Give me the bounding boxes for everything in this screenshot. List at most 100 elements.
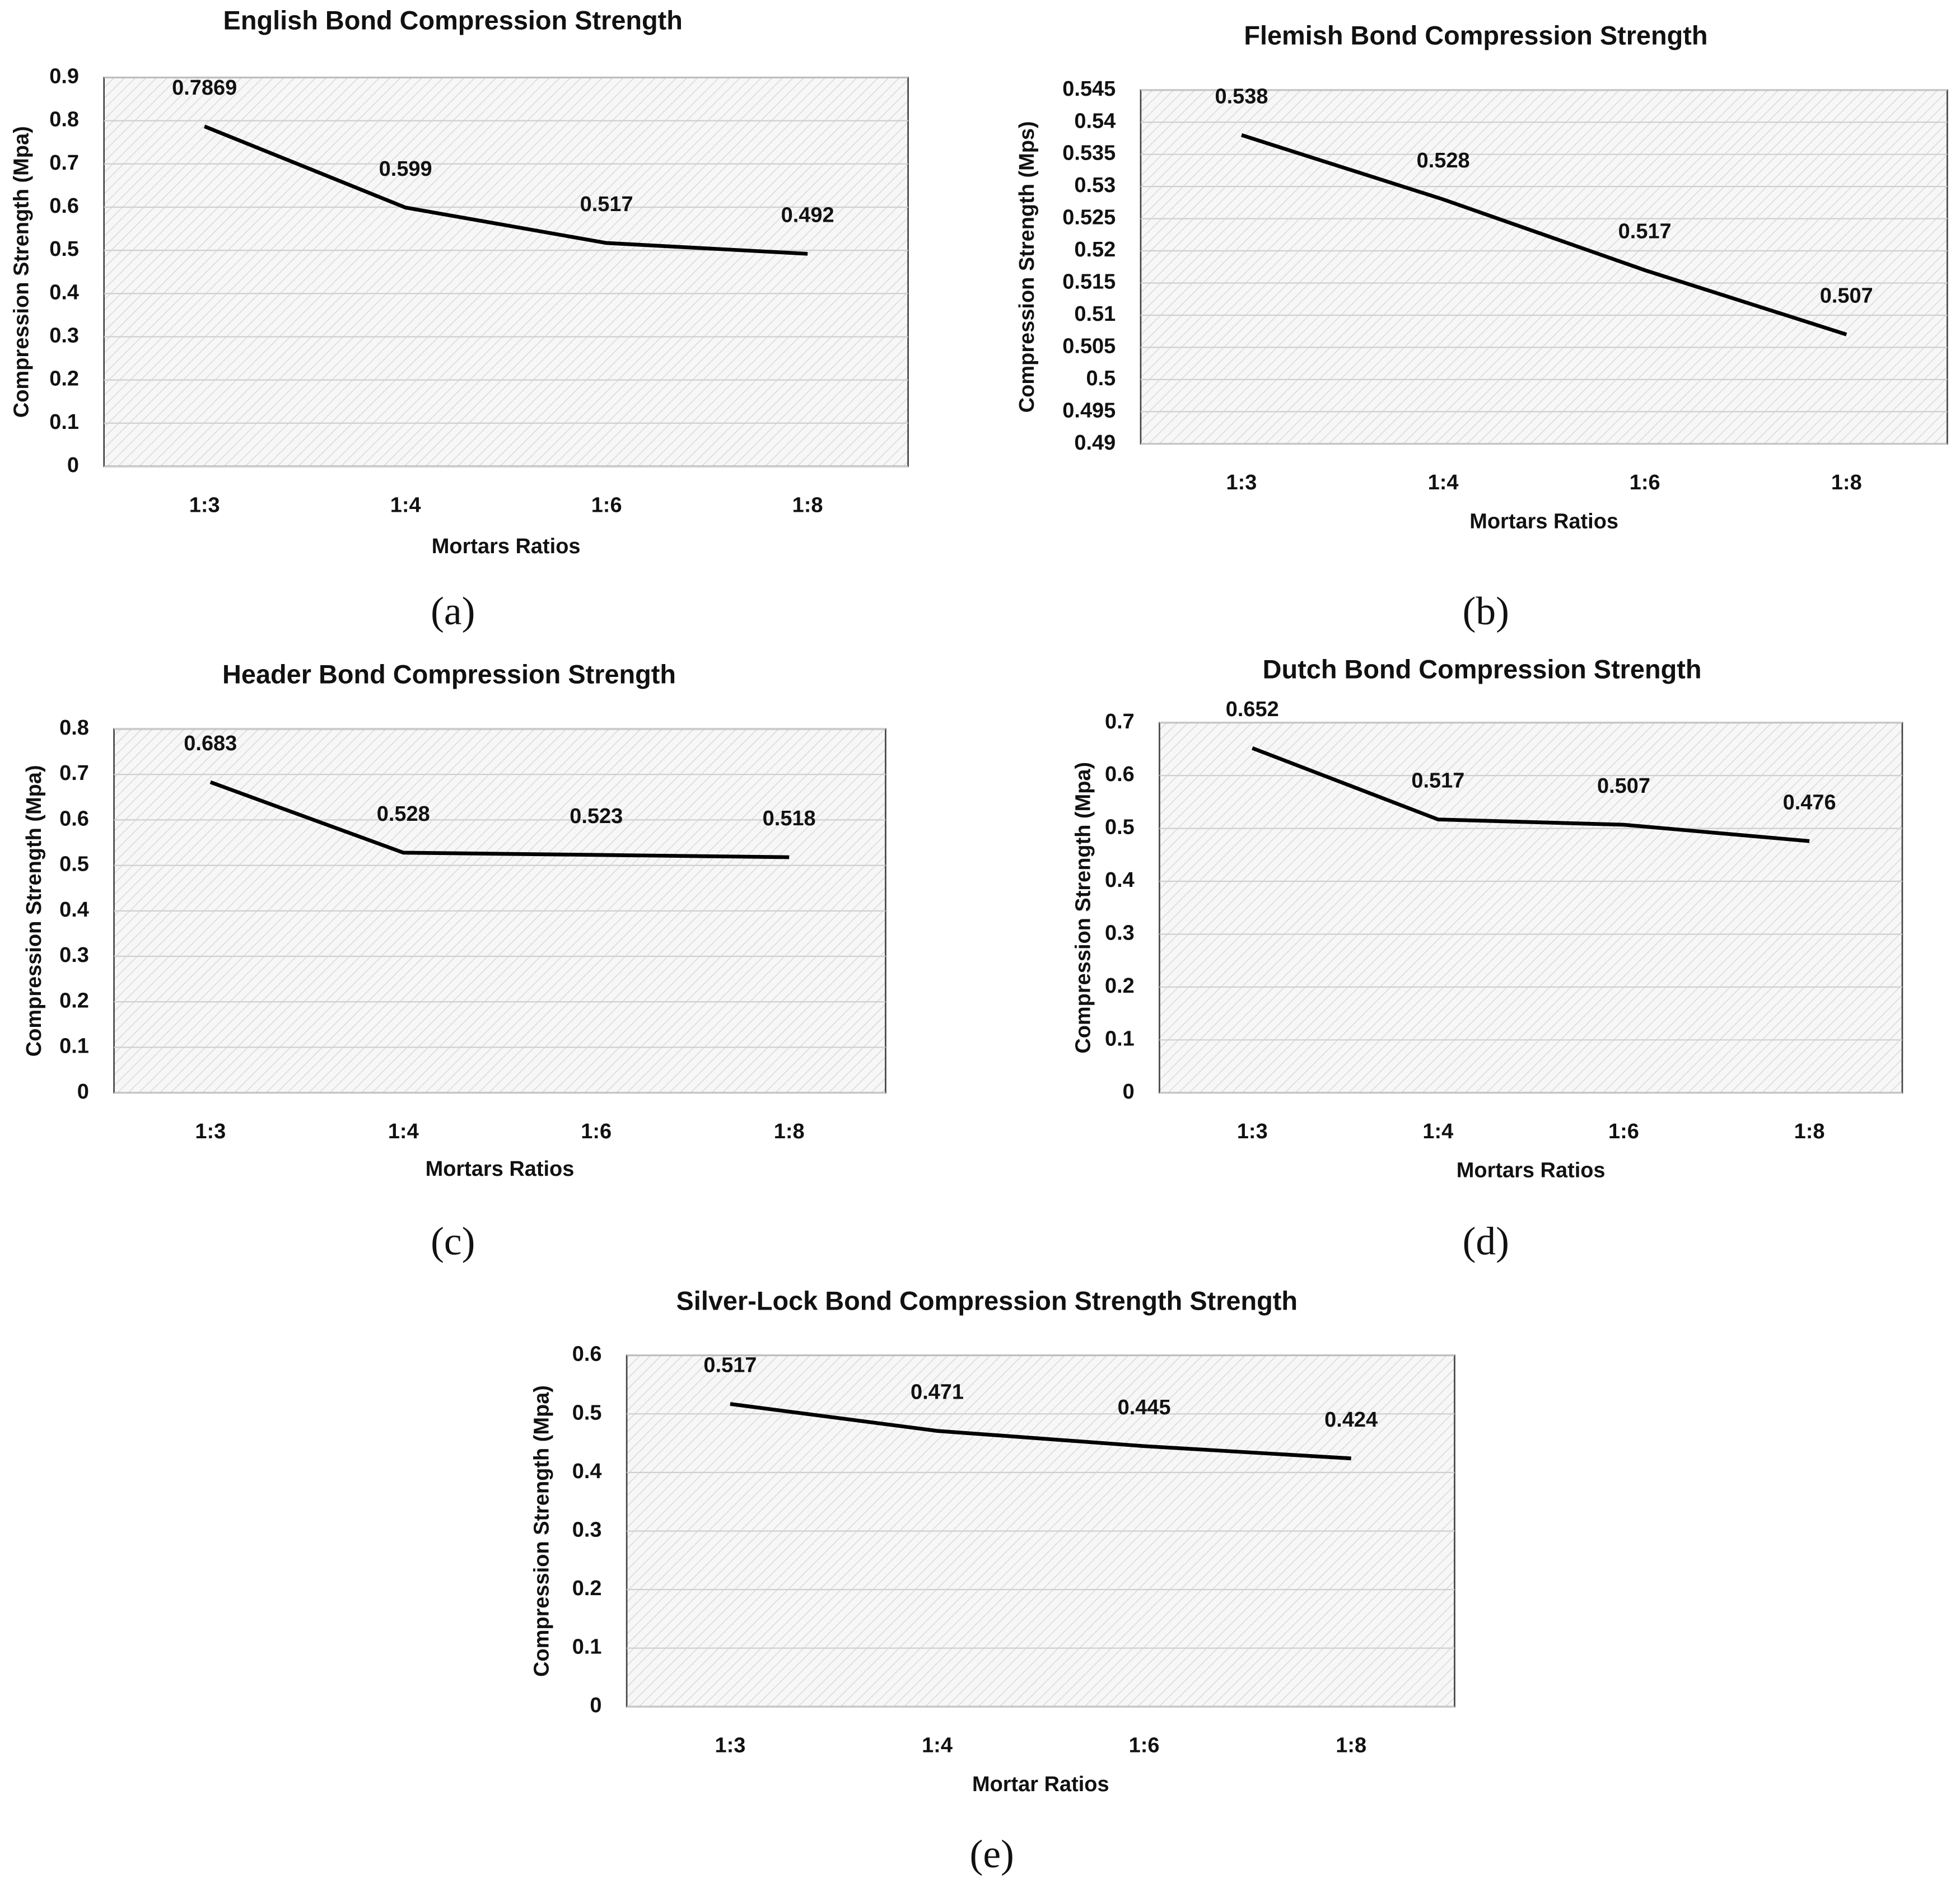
line [1252,746,1810,843]
x-tick-label: 1:8 [1831,471,1862,494]
data-label: 0.424 [1324,1408,1378,1432]
data-label: 0.528 [1417,149,1470,172]
y-axis-label: Compression Strength (Mpa) [10,126,34,418]
y-tick-label: 0.2 [572,1577,602,1600]
y-tick-label: 0.3 [572,1518,602,1541]
panel-label: (d) [1463,1219,1509,1264]
y-tick-label: 0.525 [1062,206,1116,230]
chart-title: Flemish Bond Compression Strength [1244,21,1707,50]
data-label: 0.683 [184,732,237,755]
y-tick-label: 0.495 [1062,399,1116,422]
panel-label: (e) [970,1832,1014,1876]
data-label: 0.492 [781,203,834,227]
y-tick-label: 0.1 [49,410,79,434]
y-tick-label: 0.3 [1105,921,1135,945]
y-tick-label: 0 [77,1080,89,1104]
panel-label: (a) [431,589,475,633]
data-label: 0.599 [379,157,432,181]
y-tick-label: 0.3 [49,324,79,347]
chart-title: English Bond Compression Strength [223,6,683,35]
x-tick-label: 1:4 [1422,1120,1453,1143]
line [203,124,808,256]
chart-title: Dutch Bond Compression Strength [1263,655,1702,684]
y-tick-label: 0.7 [49,151,79,175]
data-label: 0.523 [570,805,623,828]
y-tick-label: 0.1 [59,1035,89,1058]
plot-area [1140,89,1948,445]
y-tick-label: 0.4 [49,281,79,304]
x-tick-label: 1:8 [1336,1734,1366,1758]
x-tick-label: 1:4 [922,1734,953,1758]
y-tick-label: 0.53 [1074,174,1116,197]
data-label: 0.528 [377,802,430,826]
y-tick-label: 0 [1123,1080,1135,1104]
x-axis-label: Mortars Ratios [1457,1158,1606,1182]
data-label: 0.517 [1618,220,1672,244]
y-tick-label: 0.505 [1062,334,1116,358]
y-tick-label: 0.4 [1105,868,1135,892]
y-axis-label: Compression Strength (Mps) [1015,121,1039,413]
y-tick-label: 0.2 [49,367,79,391]
y-tick-label: 0.5 [1105,816,1135,839]
y-tick-label: 0.6 [1105,763,1135,786]
y-tick-label: 0.3 [59,943,89,967]
x-tick-label: 1:8 [792,493,823,517]
data-label: 0.471 [911,1381,964,1404]
y-tick-label: 0.49 [1074,431,1116,455]
line [730,1402,1351,1461]
line [1240,133,1847,337]
x-tick-label: 1:3 [1237,1120,1268,1143]
y-tick-label: 0.6 [49,194,79,218]
line [209,780,790,859]
data-label: 0.517 [1411,769,1464,793]
y-tick-label: 0.5 [572,1401,602,1424]
y-tick-label: 0.5 [1086,367,1116,390]
data-label: 0.538 [1215,85,1268,108]
panel-label: (c) [431,1219,475,1264]
x-tick-label: 1:6 [1608,1120,1639,1143]
y-tick-label: 0.535 [1062,142,1116,165]
y-tick-label: 0.7 [1105,710,1135,733]
y-tick-label: 0.2 [59,989,89,1012]
y-axis-label: Compression Strength (Mpa) [530,1385,554,1677]
y-tick-label: 0.6 [572,1343,602,1366]
x-axis-label: Mortars Ratios [432,535,581,558]
x-tick-label: 1:3 [715,1734,746,1758]
plot-area [1159,722,1903,1094]
x-tick-label: 1:4 [388,1120,419,1143]
x-tick-label: 1:4 [390,493,421,517]
y-tick-label: 0.5 [49,237,79,261]
x-tick-label: 1:3 [195,1120,226,1143]
x-tick-label: 1:3 [1226,471,1257,494]
x-tick-label: 1:6 [1630,471,1660,494]
data-label: 0.517 [580,193,633,216]
y-tick-label: 0.54 [1074,109,1116,133]
y-tick-label: 0 [67,454,79,477]
y-axis-label: Compression Strength (Mpa) [22,765,46,1057]
x-axis-label: Mortars Ratios [426,1157,575,1181]
y-tick-label: 0.8 [59,716,89,740]
x-tick-label: 1:6 [581,1120,612,1143]
data-label: 0.652 [1226,698,1279,721]
data-label: 0.507 [1820,284,1873,307]
y-tick-label: 0.4 [572,1460,602,1483]
x-tick-label: 1:3 [189,493,220,517]
y-tick-label: 0.51 [1074,302,1116,326]
x-axis-label: Mortar Ratios [972,1773,1109,1796]
data-label: 0.518 [763,807,816,830]
chart-title: Header Bond Compression Strength [222,660,676,689]
y-tick-label: 0.4 [59,898,89,922]
data-label: 0.7869 [172,76,237,100]
plot-area [103,77,909,468]
y-tick-label: 0.52 [1074,238,1116,261]
x-tick-label: 1:6 [1129,1734,1160,1758]
y-tick-label: 0.1 [1105,1027,1135,1050]
y-tick-label: 0 [590,1694,601,1717]
data-label: 0.476 [1783,791,1836,814]
chart-title: Silver-Lock Bond Compression Strength St… [676,1286,1298,1315]
y-tick-label: 0.515 [1062,270,1116,294]
data-label: 0.517 [703,1354,757,1377]
y-tick-label: 0.2 [1105,974,1135,998]
x-tick-label: 1:6 [591,493,622,517]
